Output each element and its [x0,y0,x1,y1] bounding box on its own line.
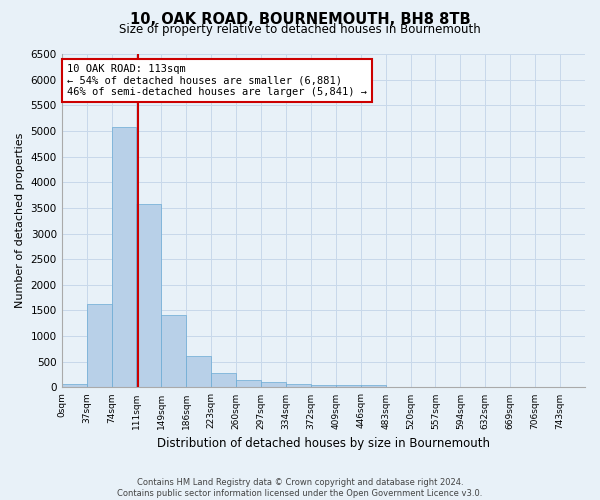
Text: 10 OAK ROAD: 113sqm
← 54% of detached houses are smaller (6,881)
46% of semi-det: 10 OAK ROAD: 113sqm ← 54% of detached ho… [67,64,367,97]
X-axis label: Distribution of detached houses by size in Bournemouth: Distribution of detached houses by size … [157,437,490,450]
Text: Size of property relative to detached houses in Bournemouth: Size of property relative to detached ho… [119,22,481,36]
Bar [161,315,186,388]
Y-axis label: Number of detached properties: Number of detached properties [15,133,25,308]
Bar [261,382,286,388]
Bar [62,384,86,388]
Bar [311,384,336,388]
Bar [112,128,136,388]
Bar [361,384,386,388]
Bar [336,386,361,388]
Bar [86,304,112,388]
Bar [286,384,311,388]
Bar [236,380,261,388]
Bar [211,372,236,388]
Bar [186,356,211,388]
Text: Contains HM Land Registry data © Crown copyright and database right 2024.
Contai: Contains HM Land Registry data © Crown c… [118,478,482,498]
Text: 10, OAK ROAD, BOURNEMOUTH, BH8 8TB: 10, OAK ROAD, BOURNEMOUTH, BH8 8TB [130,12,470,28]
Bar [136,204,161,388]
